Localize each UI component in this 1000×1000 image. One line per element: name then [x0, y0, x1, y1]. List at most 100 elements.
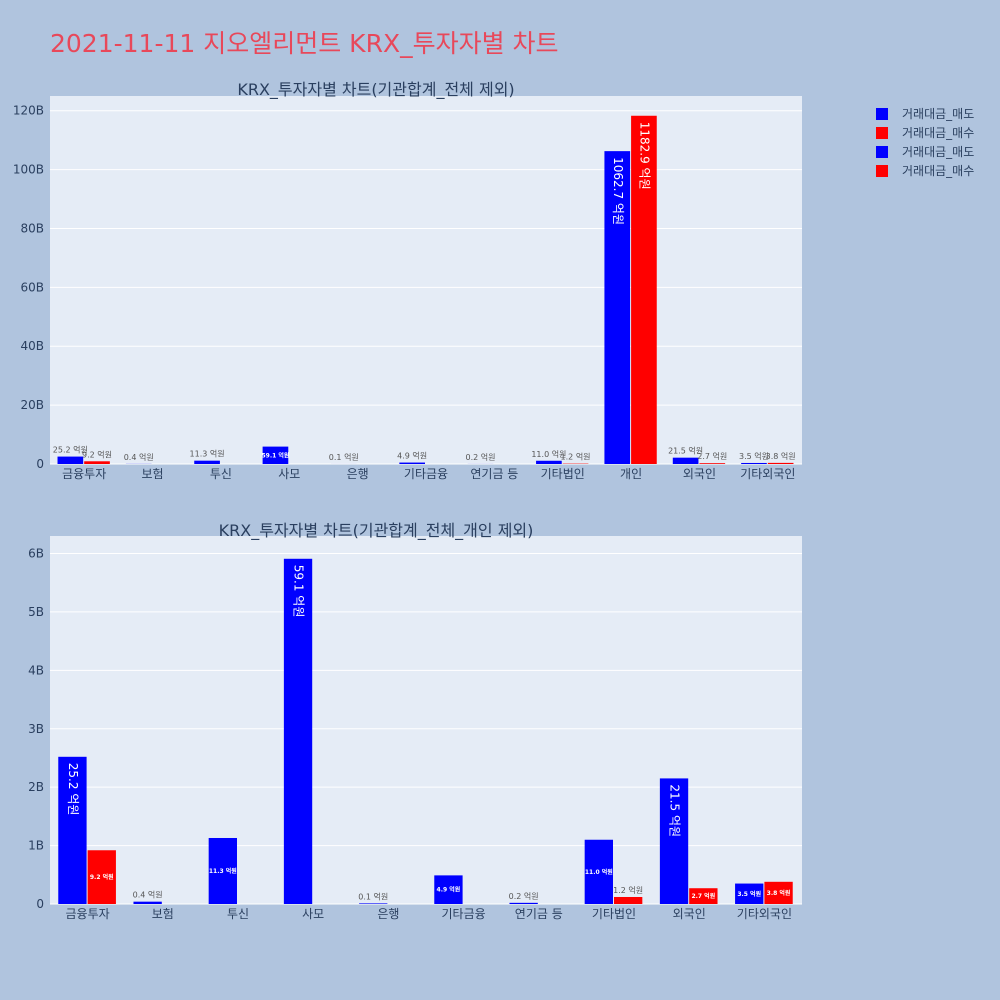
y-tick-label: 3B [28, 722, 44, 736]
data-label: 11.3 억원 [190, 449, 225, 459]
data-label: 0.4 억원 [124, 452, 154, 462]
bar-buy [767, 462, 794, 464]
x-tick-label: 연기금 등 [515, 907, 563, 921]
y-tick-label: 60B [20, 280, 44, 294]
legend-swatch [876, 146, 888, 158]
y-tick-label: 0 [36, 897, 44, 911]
bar-buy [764, 881, 793, 904]
bar-sell [659, 778, 689, 904]
data-label: 25.2 억원 [53, 445, 88, 455]
plot-background [50, 96, 802, 464]
y-tick-label: 4B [28, 663, 44, 677]
y-tick-label: 80B [20, 221, 44, 235]
bar-sell [208, 837, 237, 904]
bar-sell [536, 460, 562, 464]
data-label: 1.2 억원 [613, 885, 643, 895]
bar-sell [283, 558, 313, 904]
chart-1: 0 20B 40B 60B 80B 100B 120B KRX_투자자별 차트(기관합계_전체… [13, 80, 802, 481]
y-tick-label: 2B [28, 780, 44, 794]
data-label: 11.0 억원 [531, 449, 566, 459]
data-label: 11.3 억원 [209, 867, 237, 875]
x-tick-label: 기타금융 [442, 907, 486, 921]
data-label: 3.8 억원 [767, 889, 791, 897]
bar-sell [359, 903, 388, 904]
bar-buy [631, 115, 657, 464]
bar-sell [57, 456, 84, 464]
data-label: 11.0 억원 [585, 868, 613, 876]
bar-sell [399, 462, 425, 464]
y-tick-label: 6B [28, 547, 44, 561]
x-tick-label: 보험 [141, 467, 163, 481]
y-tick-label: 120B [13, 104, 44, 118]
x-tick-label: 투신 [210, 467, 232, 481]
data-label: 1182.9 억원 [637, 122, 651, 190]
data-label: 0.1 억원 [329, 452, 359, 462]
data-label: 1.2 억원 [561, 452, 591, 462]
y-tick-label: 100B [13, 163, 44, 177]
data-label: 1062.7 억원 [611, 157, 625, 225]
page-title: 2021-11-11 지오엘리먼트 KRX_투자자별 차트 [50, 29, 559, 58]
data-label: 0.1 억원 [358, 891, 388, 901]
data-label: 21.5 억원 [668, 784, 682, 837]
data-label: 0.2 억원 [509, 891, 539, 901]
bar-sell [509, 902, 538, 904]
bar-sell [584, 839, 613, 904]
data-label: 3.5 억원 [737, 890, 761, 898]
bar-sell [133, 901, 162, 904]
x-tick-label: 사모 [278, 467, 300, 481]
chart-title: KRX_투자자별 차트(기관합계_전체_개인 제외) [219, 521, 534, 541]
data-label: 0.4 억원 [133, 890, 163, 900]
bar-sell [434, 875, 463, 904]
bar-sell [604, 151, 631, 464]
y-tick-label: 40B [20, 339, 44, 353]
data-label: 3.5 억원 [739, 451, 769, 461]
bar-sell [741, 462, 767, 464]
x-tick-label: 외국인 [683, 467, 716, 481]
data-label: 4.9 억원 [397, 451, 427, 461]
legend-swatch [876, 127, 888, 139]
data-label: 25.2 억원 [66, 763, 80, 816]
bar-buy [689, 888, 718, 904]
x-tick-label: 보험 [152, 907, 174, 921]
legend-swatch [876, 165, 888, 177]
x-tick-label: 기타금융 [404, 467, 448, 481]
x-tick-label: 은행 [377, 906, 399, 921]
data-label: 21.5 억원 [668, 446, 703, 456]
x-tick-label: 기타외국인 [740, 467, 795, 481]
bar-buy [699, 463, 726, 464]
x-tick-label: 외국인 [673, 907, 706, 921]
y-tick-label: 0 [36, 457, 44, 471]
chart-2: 0 1B 2B 3B 4B 5B 6B KRX_투자자별 차트(기관합계_전체_개인 제외) 금… [28, 521, 802, 921]
legend-entry: 거래대금_매수 [902, 164, 974, 178]
data-label: 2.7 억원 [691, 892, 715, 900]
x-tick-label: 금융투자 [62, 467, 106, 481]
bar-sell [58, 756, 87, 904]
data-label: 0.2 억원 [466, 452, 496, 462]
data-label: 59.1 억원 [292, 565, 306, 618]
plot-background [50, 536, 802, 904]
x-tick-label: 은행 [347, 466, 369, 481]
legend-entry: 거래대금_매수 [902, 126, 974, 140]
x-tick-label: 금융투자 [66, 907, 110, 921]
x-tick-label: 사모 [302, 907, 324, 921]
bar-buy [614, 896, 643, 904]
chart-title: KRX_투자자별 차트(기관합계_전체 제외) [237, 80, 514, 100]
y-tick-label: 5B [28, 605, 44, 619]
data-label: 3.8 억원 [766, 451, 796, 461]
legend-swatch [876, 108, 888, 120]
x-tick-label: 기타법인 [592, 907, 636, 921]
bar-sell [735, 883, 764, 904]
data-label: 9.2 억원 [82, 449, 112, 459]
data-label: 59.1 억원 [261, 451, 289, 459]
data-label: 9.2 억원 [90, 873, 114, 881]
bar-sell [262, 446, 289, 464]
bar-sell [194, 460, 220, 464]
x-tick-label: 기타외국인 [737, 907, 792, 921]
legend-entry: 거래대금_매도 [902, 145, 974, 159]
x-tick-label: 개인 [620, 467, 642, 481]
legend-entry: 거래대금_매도 [902, 107, 974, 121]
x-tick-label: 투신 [227, 907, 249, 921]
bar-sell [672, 457, 699, 464]
